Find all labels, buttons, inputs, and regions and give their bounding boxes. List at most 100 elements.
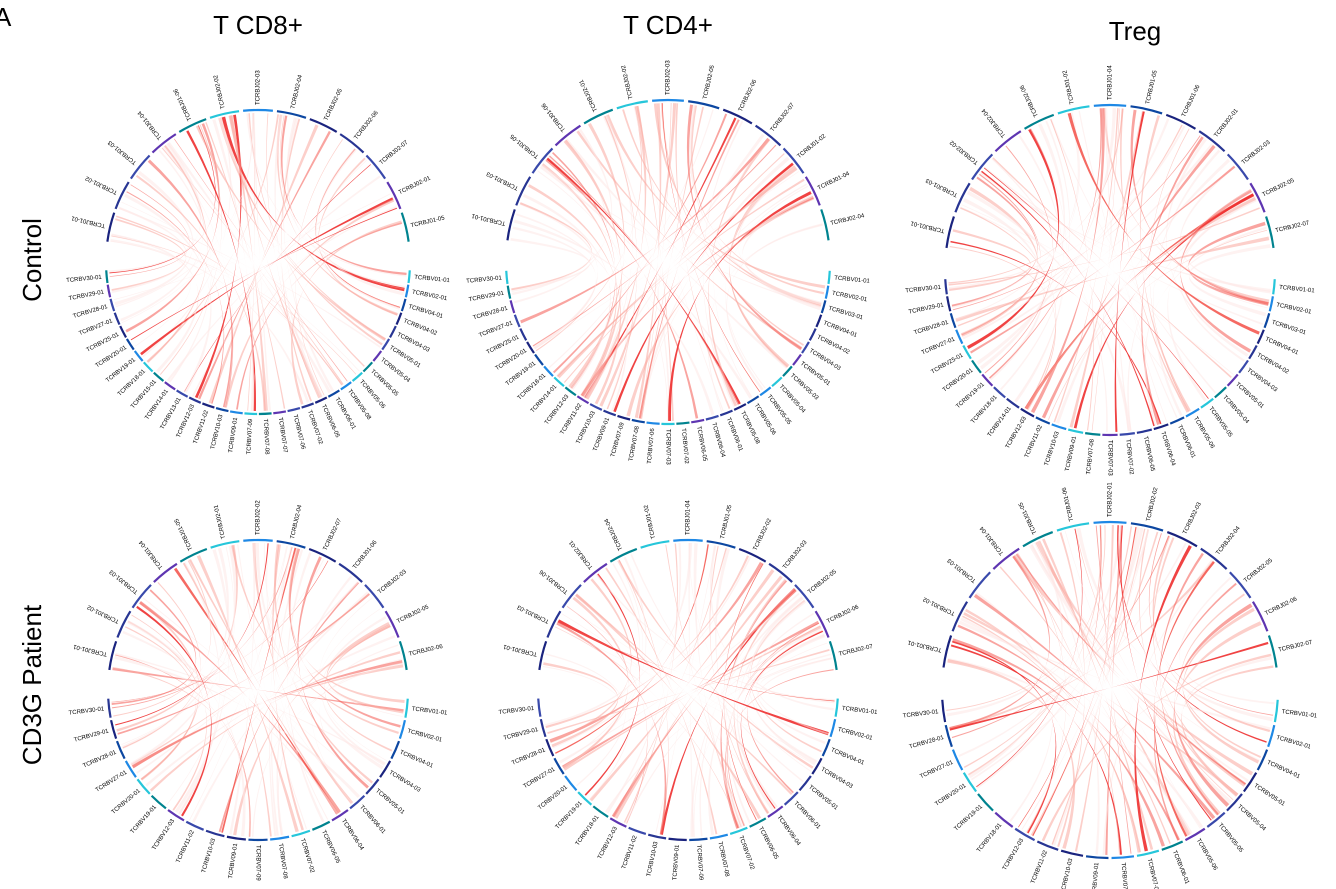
chord-link xyxy=(111,235,357,375)
segment-label: TCRBJ02-01 xyxy=(579,78,600,112)
segment-arc xyxy=(340,381,352,391)
chord-link xyxy=(1167,197,1257,402)
segment-arc xyxy=(609,817,627,828)
segment-arc xyxy=(407,270,411,284)
segment-label: TCRBV29-01 xyxy=(908,302,945,315)
chord-link xyxy=(1105,525,1123,855)
segment-label: TCRBV06-01 xyxy=(725,417,744,453)
segment-label: TCRBJ01-02 xyxy=(1062,69,1076,105)
chord-link xyxy=(212,119,255,411)
segment-arc xyxy=(1265,216,1275,249)
segment-arc xyxy=(951,601,969,632)
segment-arc xyxy=(108,640,118,671)
segment-label: TCRBV12-03 xyxy=(1002,837,1026,871)
segment-label: TCRBV20-01 xyxy=(111,788,143,816)
chord-link xyxy=(715,548,778,809)
segment-label: TCRBV28-01 xyxy=(82,750,118,770)
segment-arc xyxy=(942,635,953,668)
chord-link xyxy=(167,141,332,394)
chord-link xyxy=(221,116,405,292)
segment-label: TCRBJ01-02 xyxy=(922,595,956,616)
segment-arc xyxy=(1111,855,1135,860)
segment-arc xyxy=(583,108,614,125)
segment-label: TCRBV25-01 xyxy=(486,334,521,356)
segment-label: TCRBV05-01 xyxy=(807,785,839,812)
segment-arc xyxy=(808,328,817,341)
chord-link xyxy=(562,596,629,770)
segment-label: TCRBJ01-01 xyxy=(471,212,507,226)
segment-arc xyxy=(962,344,972,360)
chord-link xyxy=(727,622,820,827)
segment-arc xyxy=(106,212,116,242)
segment-arc xyxy=(1165,113,1197,130)
segment-arc xyxy=(561,584,582,609)
chord-link xyxy=(640,106,704,419)
segment-arc xyxy=(506,285,512,299)
segment-label: TCRBJ02-04 xyxy=(981,107,1008,138)
segment-arc xyxy=(1238,359,1249,374)
chord-link xyxy=(1179,165,1271,294)
segment-arc xyxy=(1226,153,1249,181)
segment-label: TCRBV04-02 xyxy=(816,335,851,357)
segment-label: TCRBV12-03 xyxy=(152,818,177,852)
segment-arc xyxy=(992,547,1020,570)
segment-label: TCRBJ02-07 xyxy=(1278,640,1314,654)
segment-arc xyxy=(389,325,397,338)
chord-link xyxy=(952,640,1057,834)
segment-arc xyxy=(834,698,839,717)
segment-label: TCRBV27-01 xyxy=(95,769,129,793)
segment-arc xyxy=(688,100,720,110)
chord-link xyxy=(754,612,829,735)
chord-link xyxy=(545,555,750,729)
segment-arc xyxy=(210,540,240,549)
segment-arc xyxy=(114,181,130,210)
segment-arc xyxy=(538,640,548,671)
chord-link xyxy=(321,616,387,766)
segment-arc xyxy=(505,270,509,285)
chord-link xyxy=(166,546,235,806)
segment-label: TCRBJ01-06 xyxy=(352,539,379,570)
column-title-cd8: T CD8+ xyxy=(213,10,303,40)
segment-arc xyxy=(1273,699,1279,723)
segment-arc xyxy=(821,738,831,757)
segment-label: TCRBV11-02 xyxy=(176,829,197,864)
segment-arc xyxy=(339,133,365,154)
segment-arc xyxy=(1256,329,1265,345)
chord-link xyxy=(1120,525,1212,821)
segment-arc xyxy=(1014,827,1036,842)
segment-arc xyxy=(546,610,562,638)
segment-label: TCRBJ02-07 xyxy=(379,139,410,166)
segment-label: TCRBJ01-06 xyxy=(1062,486,1076,522)
segment-label: TCRBV05-01 xyxy=(374,788,406,816)
segment-arc xyxy=(291,829,311,838)
segment-label: TCRBV19-01 xyxy=(555,800,584,830)
chord-link xyxy=(951,176,1038,307)
segment-label: TCRBV07-09 xyxy=(695,844,703,881)
segment-arc xyxy=(311,820,331,831)
segment-label: TCRBV09-01 xyxy=(1092,862,1101,889)
segment-arc xyxy=(733,403,747,411)
segment-label: TCRBV07-07 xyxy=(277,417,288,454)
segment-label: TCRBV30-01 xyxy=(68,706,105,716)
chord-link xyxy=(127,620,207,811)
segment-arc xyxy=(1226,373,1239,387)
segment-label: TCRBJ01-05 xyxy=(1145,69,1159,105)
segment-arc xyxy=(164,381,176,391)
chord-link xyxy=(653,103,822,306)
segment-label: TCRBJ02-02 xyxy=(949,138,980,165)
segment-arc xyxy=(768,562,793,583)
segment-label: TCRBV05-05 xyxy=(1207,406,1233,439)
segment-label: TCRBJ02-06 xyxy=(408,644,444,658)
segment-label: TCRBV05-04 xyxy=(1221,395,1250,426)
segment-label: TCRBV04-02 xyxy=(1256,353,1291,376)
segment-arc xyxy=(955,329,964,345)
segment-label: TCRBJ02-06 xyxy=(1019,83,1040,117)
segment-arc xyxy=(691,418,705,424)
segment-arc xyxy=(395,312,403,325)
segment-arc xyxy=(185,820,205,831)
segment-arc xyxy=(229,410,243,415)
segment-arc xyxy=(617,414,631,421)
chord-link xyxy=(955,236,1270,322)
segment-arc xyxy=(1166,531,1198,548)
segment-arc xyxy=(109,719,118,740)
